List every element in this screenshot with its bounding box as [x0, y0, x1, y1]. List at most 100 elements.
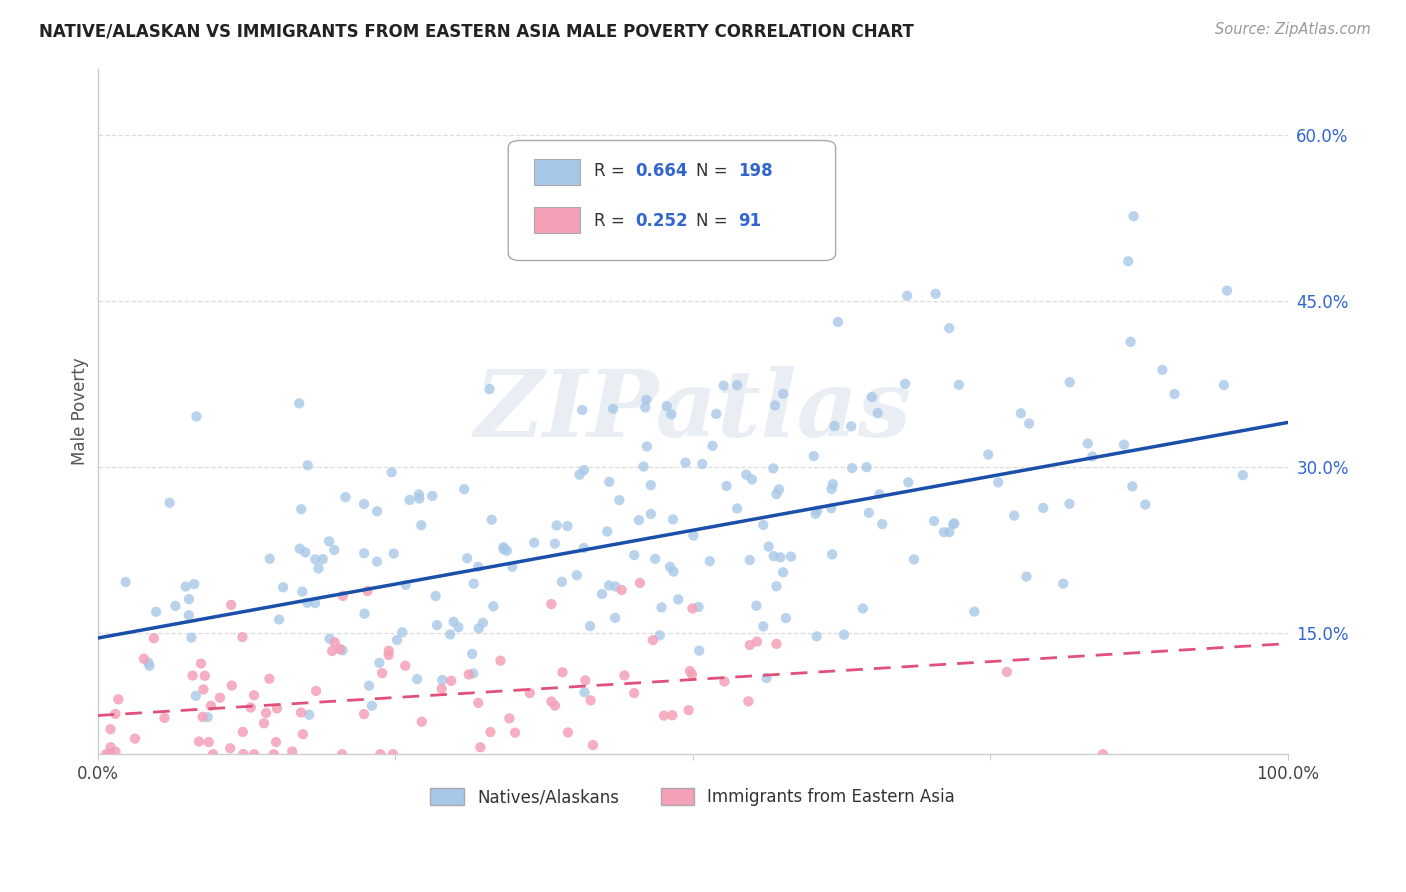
Point [704, 407, 727, 421]
Point [832, 628, 855, 642]
Point [124, 731, 146, 746]
Point [821, 477, 844, 491]
Point [605, 611, 627, 625]
Point [598, 578, 620, 592]
Point [896, 289, 918, 303]
Point [725, 501, 748, 516]
Point [640, 507, 662, 521]
Point [312, 552, 335, 566]
Point [498, 711, 520, 725]
Point [461, 647, 484, 661]
Point [368, 656, 391, 670]
Point [768, 483, 790, 497]
Point [463, 666, 485, 681]
Point [361, 698, 384, 713]
Point [519, 686, 541, 700]
Point [263, 747, 285, 762]
Point [652, 708, 675, 723]
Point [1212, 378, 1234, 392]
Point [100, 740, 122, 755]
Point [628, 576, 651, 591]
Point [572, 541, 595, 555]
Point [180, 631, 202, 645]
Point [544, 536, 567, 550]
Point [745, 599, 768, 613]
Point [565, 568, 588, 582]
Point [596, 524, 619, 539]
Point [353, 707, 375, 722]
Point [762, 549, 785, 563]
Point [655, 399, 678, 413]
Point [678, 703, 700, 717]
Point [841, 461, 863, 475]
Point [467, 696, 489, 710]
Point [318, 632, 340, 646]
Point [492, 540, 515, 554]
Point [221, 679, 243, 693]
Point [579, 693, 602, 707]
Point [332, 589, 354, 603]
Point [662, 565, 685, 579]
Point [232, 724, 254, 739]
Point [193, 682, 215, 697]
Point [762, 461, 785, 475]
Point [772, 387, 794, 401]
Point [803, 449, 825, 463]
Point [682, 601, 704, 615]
Point [467, 559, 489, 574]
Point [613, 668, 636, 682]
Point [259, 672, 281, 686]
Point [408, 487, 430, 501]
Point [264, 735, 287, 749]
Point [321, 644, 343, 658]
Point [1052, 576, 1074, 591]
Text: 198: 198 [738, 162, 773, 180]
Point [266, 701, 288, 715]
Point [330, 747, 353, 762]
FancyBboxPatch shape [508, 141, 835, 260]
Point [104, 745, 127, 759]
Point [659, 560, 682, 574]
Point [503, 725, 526, 739]
Point [398, 493, 420, 508]
Point [682, 528, 704, 542]
Point [254, 706, 277, 720]
Point [1121, 479, 1143, 493]
Point [208, 690, 231, 705]
Point [716, 479, 738, 493]
Point [602, 401, 624, 416]
Point [478, 382, 501, 396]
Point [259, 551, 281, 566]
Point [381, 465, 404, 479]
Point [735, 467, 758, 482]
Point [755, 671, 778, 685]
Point [609, 493, 631, 508]
Point [447, 620, 470, 634]
Point [408, 491, 430, 506]
Point [648, 628, 671, 642]
Point [136, 656, 159, 670]
Point [391, 625, 413, 640]
Point [323, 635, 346, 649]
Point [243, 747, 266, 762]
Point [457, 667, 479, 681]
Legend: Natives/Alaskans, Immigrants from Eastern Asia: Natives/Alaskans, Immigrants from Easter… [422, 780, 963, 814]
Point [579, 619, 602, 633]
Point [804, 507, 827, 521]
Point [860, 390, 883, 404]
Text: R =: R = [593, 211, 630, 230]
Point [305, 684, 328, 698]
Point [231, 630, 253, 644]
Point [633, 459, 655, 474]
Point [932, 525, 955, 540]
Point [1119, 334, 1142, 349]
Point [420, 489, 443, 503]
Point [855, 460, 877, 475]
Point [938, 321, 960, 335]
Point [297, 458, 319, 473]
Point [995, 665, 1018, 679]
Point [1010, 406, 1032, 420]
Point [866, 406, 889, 420]
Point [377, 648, 399, 662]
Point [752, 517, 775, 532]
